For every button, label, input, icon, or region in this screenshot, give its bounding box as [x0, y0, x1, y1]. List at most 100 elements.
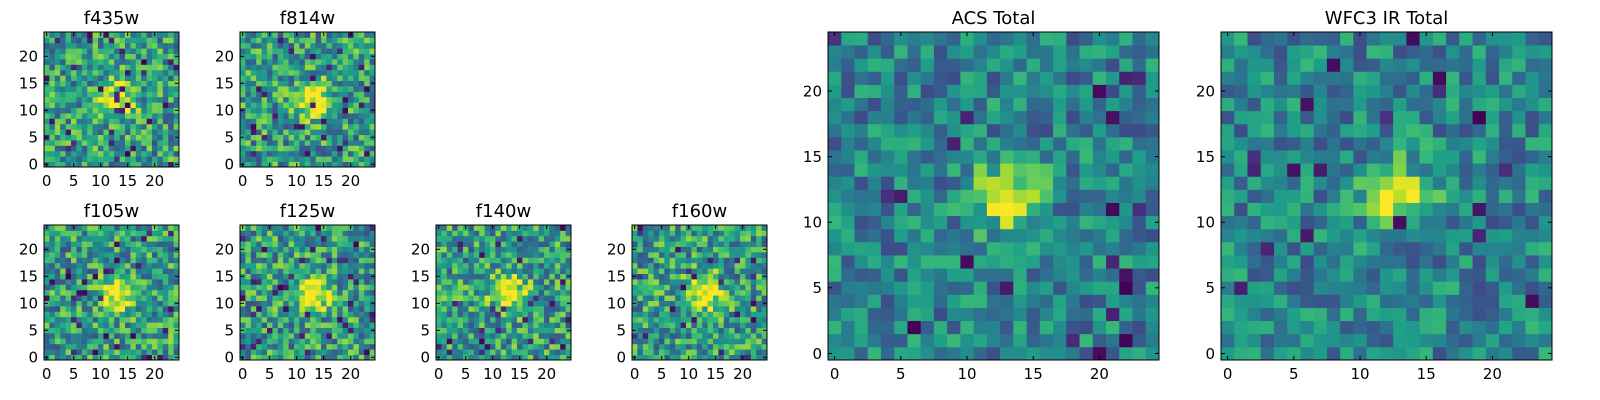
heatmap-cell [157, 241, 164, 247]
heatmap-cell [125, 123, 131, 130]
heatmap-cell [750, 306, 757, 312]
heatmap-cell [65, 252, 72, 258]
heatmap-cell [441, 262, 448, 269]
heatmap-cell [1340, 176, 1354, 190]
heatmap-cell [152, 289, 158, 296]
x-tick-label: 15 [706, 365, 725, 383]
heatmap-cell [353, 316, 360, 323]
heatmap-cell [854, 241, 869, 256]
heatmap-cell [707, 257, 714, 264]
heatmap-cell [659, 295, 665, 301]
heatmap-cell [691, 252, 698, 258]
heatmap-cell [511, 241, 518, 247]
axes-frame [827, 31, 1160, 361]
heatmap-cell [538, 230, 545, 237]
heatmap-cell [256, 225, 262, 231]
heatmap-cell [1145, 189, 1160, 203]
heatmap-cell [549, 333, 556, 339]
heatmap-cell [479, 333, 485, 339]
heatmap-cell [756, 289, 762, 296]
heatmap-cell [495, 322, 502, 328]
heatmap-cell [98, 252, 104, 258]
heatmap-cell [1000, 176, 1014, 190]
heatmap-cell [933, 281, 948, 295]
heatmap-cell [168, 48, 174, 54]
heatmap-cell [565, 225, 572, 231]
heatmap-cell [500, 306, 507, 312]
heatmap-cell [947, 320, 961, 335]
heatmap-cell [353, 118, 360, 125]
heatmap-cell [98, 241, 104, 247]
heatmap-cell [272, 333, 279, 339]
heatmap-cell [446, 322, 453, 328]
heatmap-cell [1432, 202, 1447, 217]
heatmap-cell [1000, 58, 1014, 72]
heatmap-cell [310, 64, 316, 71]
heatmap-cell [267, 118, 273, 125]
heatmap-cell [490, 273, 496, 280]
heatmap-cell [277, 273, 284, 280]
heatmap-cell [92, 316, 99, 323]
heatmap-cell [1326, 176, 1341, 190]
heatmap-cell [1300, 241, 1315, 256]
heatmap-cell [256, 284, 262, 291]
heatmap-cell [907, 58, 922, 72]
heatmap-cell [98, 64, 104, 71]
heatmap-cell [54, 129, 61, 135]
heatmap-cell [245, 295, 252, 301]
heatmap-cell [81, 107, 88, 114]
heatmap-cell [162, 134, 169, 141]
heatmap-cell [108, 42, 115, 49]
heatmap-cell [288, 333, 295, 339]
heatmap-cell [119, 123, 126, 130]
heatmap-cell [1525, 346, 1540, 361]
heatmap-cell [245, 86, 252, 92]
heatmap-cell [71, 107, 77, 114]
heatmap-cell [299, 80, 306, 87]
heatmap-cell [245, 246, 252, 253]
heatmap-cell [173, 129, 180, 135]
heatmap-cell [479, 225, 485, 231]
heatmap-cell [511, 225, 518, 231]
heatmap-cell [44, 129, 50, 135]
heatmap-cell [114, 257, 120, 264]
heatmap-cell [358, 64, 365, 71]
heatmap-cell [157, 59, 164, 65]
heatmap-cell [490, 252, 496, 258]
heatmap-cell [659, 311, 665, 318]
heatmap-cell [277, 123, 284, 130]
heatmap-cell [326, 59, 333, 65]
heatmap-cell [299, 48, 306, 54]
heatmap-cell [283, 75, 289, 81]
heatmap-cell [245, 64, 252, 71]
heatmap-cell [642, 311, 649, 318]
heatmap-cell [272, 91, 279, 98]
heatmap-cell [146, 311, 153, 318]
heatmap-cell [288, 129, 295, 135]
heatmap-cell [245, 134, 252, 141]
heatmap-cell [441, 257, 448, 264]
heatmap-cell [261, 59, 268, 65]
heatmap-cell [707, 241, 714, 247]
heatmap-cell [272, 96, 279, 103]
heatmap-cell [680, 354, 687, 361]
heatmap-cell [1379, 215, 1394, 230]
heatmap-cell [288, 262, 295, 269]
heatmap-cell [517, 252, 523, 258]
heatmap-cell [245, 230, 252, 237]
heatmap-cell [125, 102, 131, 108]
heatmap-cell [108, 230, 115, 237]
heatmap-cell [267, 113, 273, 119]
heatmap-cell [527, 230, 534, 237]
heatmap-cell [60, 333, 66, 339]
heatmap-cell [76, 91, 83, 98]
heatmap-cell [973, 97, 988, 112]
heatmap-cell [54, 327, 61, 334]
heatmap-cell [1512, 215, 1526, 230]
heatmap-cell [54, 316, 61, 323]
heatmap-cell [157, 161, 164, 168]
heatmap-cell [1512, 268, 1526, 282]
heatmap-cell [348, 145, 354, 152]
heatmap-cell [245, 129, 252, 135]
